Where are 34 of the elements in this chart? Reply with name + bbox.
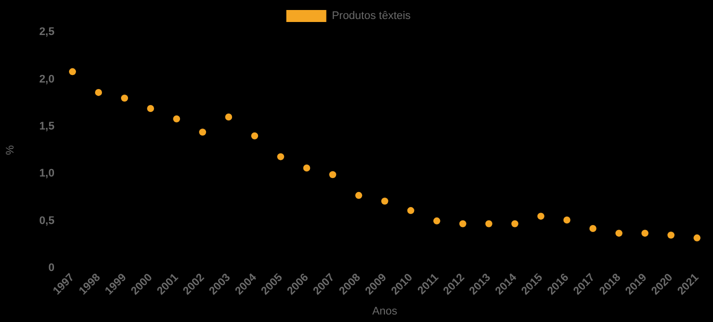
point xyxy=(121,94,128,102)
point xyxy=(563,216,570,224)
y-tick-label: 0,5 xyxy=(39,214,54,227)
point xyxy=(173,115,180,122)
point xyxy=(641,230,648,237)
point xyxy=(95,88,102,96)
point xyxy=(251,132,258,140)
y-tick-label: 1,0 xyxy=(39,168,54,180)
x-axis-title: Anos xyxy=(372,305,398,318)
point xyxy=(537,212,544,220)
point xyxy=(329,171,336,178)
point xyxy=(615,230,622,237)
y-tick-label: 2,5 xyxy=(39,26,54,38)
point xyxy=(511,220,518,228)
y-axis-title: % xyxy=(4,144,17,155)
point xyxy=(381,198,388,205)
legend-label: Produtos têxteis xyxy=(332,10,412,22)
point xyxy=(433,217,440,224)
point xyxy=(485,220,492,228)
point xyxy=(407,207,414,214)
y-tick-label: 1,5 xyxy=(39,120,54,132)
y-tick-label: 2,0 xyxy=(39,73,54,86)
point xyxy=(667,232,674,239)
point xyxy=(303,164,310,172)
point xyxy=(694,234,700,242)
point xyxy=(199,128,206,136)
point xyxy=(355,192,362,199)
point xyxy=(589,224,596,232)
point xyxy=(225,114,232,121)
point xyxy=(147,105,154,112)
point xyxy=(459,220,466,228)
point xyxy=(68,68,76,76)
point xyxy=(277,153,284,160)
y-tick-label: 0 xyxy=(48,262,54,274)
